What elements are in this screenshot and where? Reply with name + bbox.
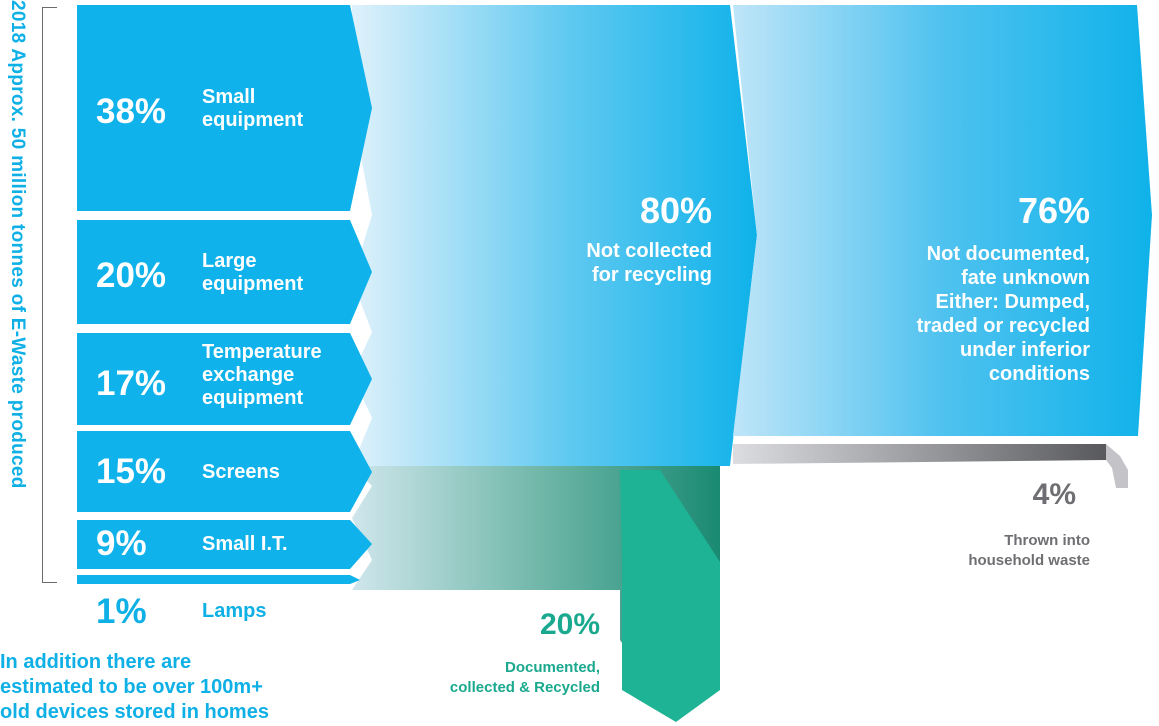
category-band-small-equipment <box>77 5 372 211</box>
category-percent-temperature-exchange: 17% <box>96 364 167 403</box>
category-percent-lamps: 1% <box>96 592 147 631</box>
category-percent-small-equipment: 38% <box>96 92 167 131</box>
category-label-small-equipment: Small equipment <box>202 86 304 131</box>
category-band-temperature-exchange <box>77 333 372 425</box>
category-label-small-it: Small I.T. <box>202 533 288 555</box>
household-waste-label: Thrown into household waste <box>968 532 1090 569</box>
title-text: 2018 Approx. 50 million tonnes of E-Wast… <box>7 0 28 489</box>
recycled-label: Documented, collected & Recycled <box>449 659 600 696</box>
category-label-temperature-exchange: Temperature exchange equipment <box>202 341 322 409</box>
not-documented-label: Not documented, fate unknown Either: Dumpe… <box>916 243 1090 385</box>
footnote: In addition there are estimated to be ove… <box>0 651 269 723</box>
not-collected-percent: 80% <box>639 190 712 231</box>
category-percent-screens: 15% <box>96 452 167 491</box>
category-percent-small-it: 9% <box>96 524 147 563</box>
category-band-screens <box>77 431 372 512</box>
category-percent-large-equipment: 20% <box>96 256 167 295</box>
flow-recycled-head <box>620 470 720 722</box>
title-bracket <box>42 7 57 583</box>
category-label-large-equipment: Large equipment <box>202 250 304 295</box>
recycled-percent: 20% <box>539 608 600 641</box>
flow-not-collected <box>352 5 757 466</box>
not-collected-label: Not collected for recycling <box>586 240 712 286</box>
flow-household-waste-tip <box>1106 444 1128 488</box>
category-band-lamps <box>77 575 360 584</box>
household-waste-percent: 4% <box>1032 478 1076 511</box>
category-band-large-equipment <box>77 220 372 324</box>
flow-household-waste <box>733 444 1106 464</box>
category-label-screens: Screens <box>202 461 280 483</box>
flow-not-documented <box>733 5 1152 436</box>
category-band-small-it <box>77 520 372 569</box>
category-label-lamps: Lamps <box>202 600 267 622</box>
vertical-title: 2018 Approx. 50 million tonnes of E-Wast… <box>2 0 28 582</box>
not-documented-percent: 76% <box>1017 190 1090 231</box>
